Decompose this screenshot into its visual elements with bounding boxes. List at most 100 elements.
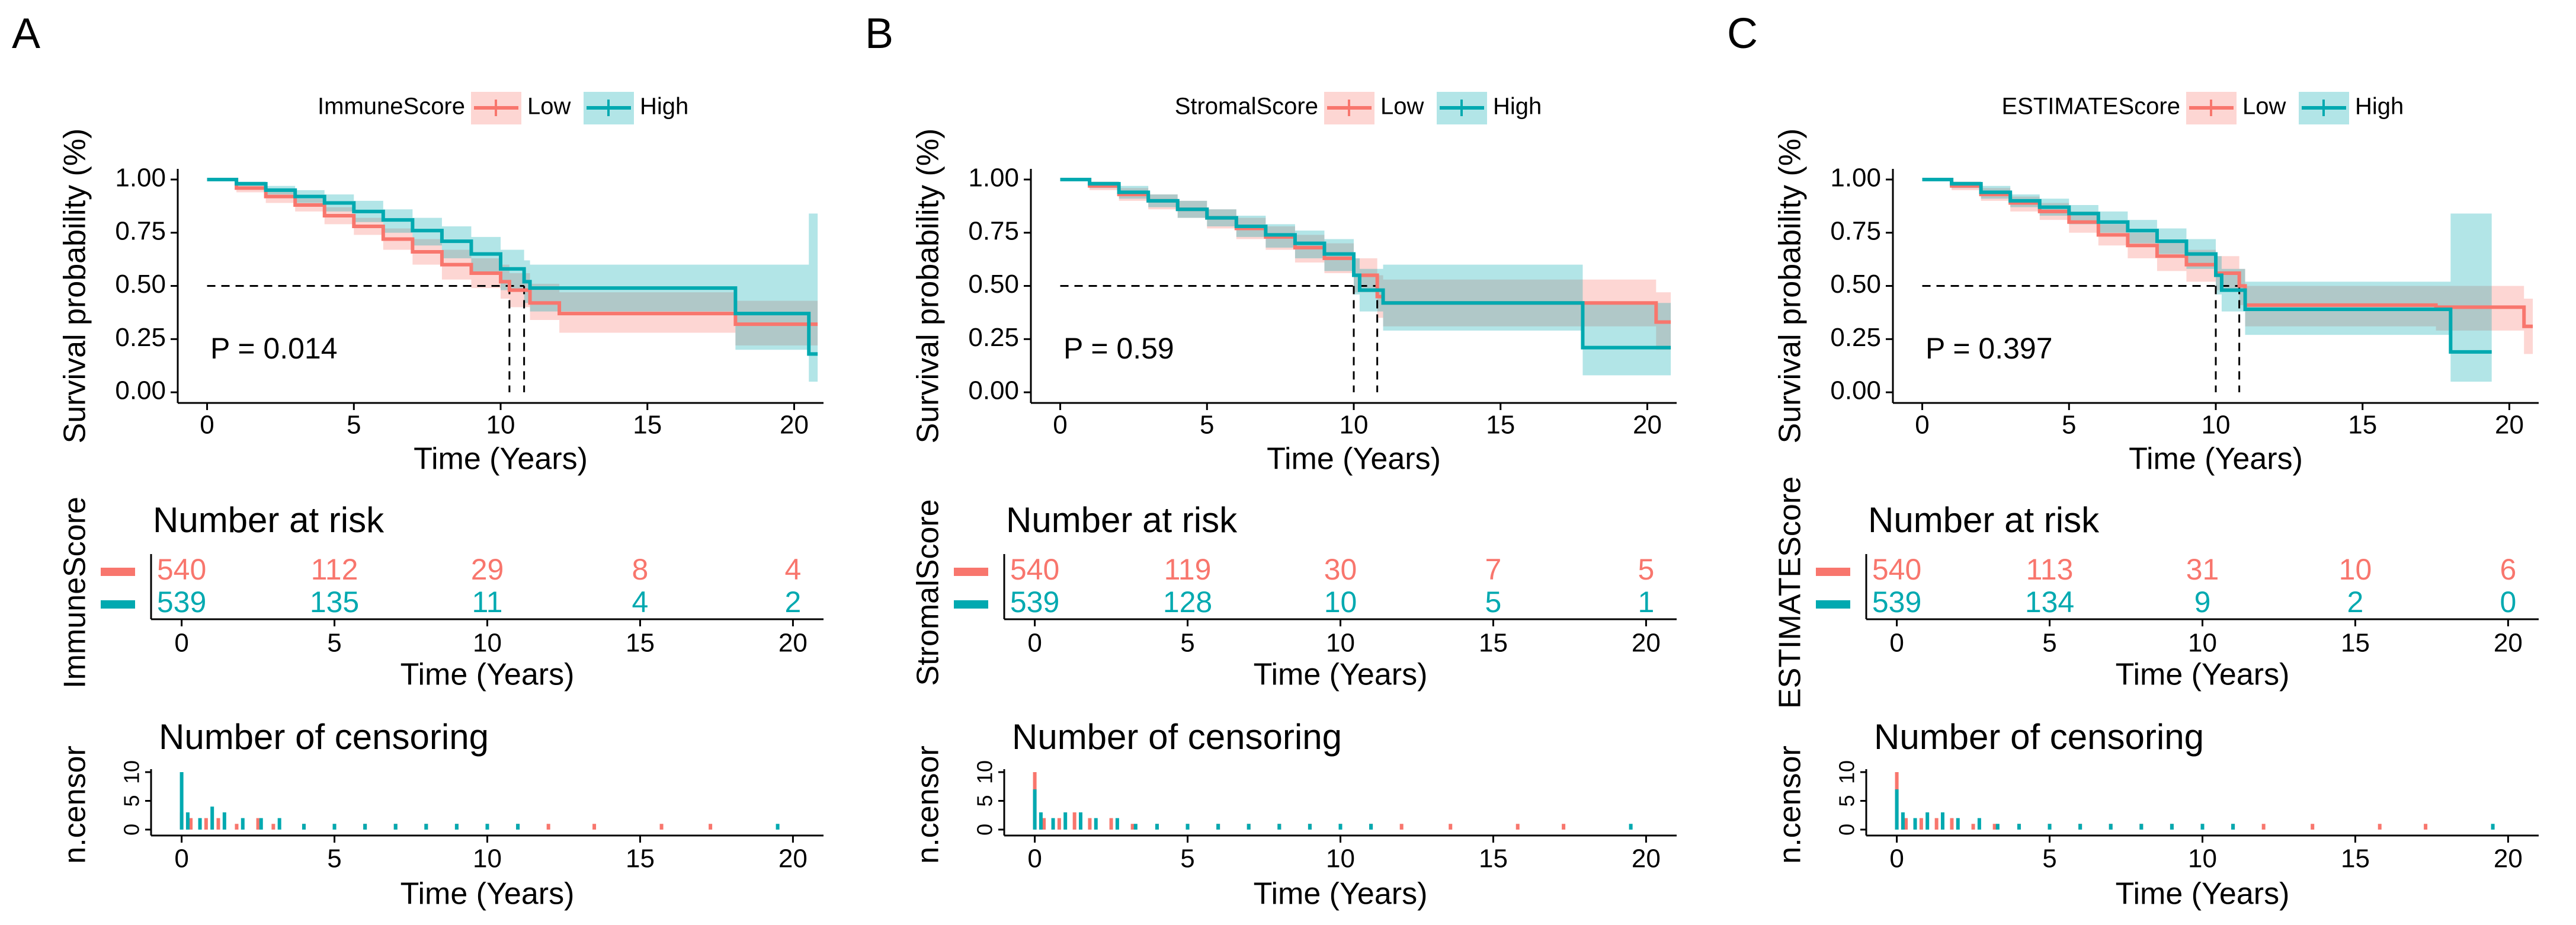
y-tick-label: 5 bbox=[1835, 795, 1859, 806]
y-tick-label: 10 bbox=[120, 760, 144, 784]
risk-table-title: Number at risk bbox=[1868, 500, 2100, 540]
legend-label: High bbox=[2355, 94, 2404, 120]
censor-bar bbox=[776, 824, 780, 830]
censor-bar bbox=[1992, 824, 1997, 830]
y-tick-label: 0.00 bbox=[1830, 376, 1881, 405]
risk-count: 6 bbox=[2500, 553, 2517, 586]
censor-bar bbox=[1186, 824, 1190, 830]
panel-label: A bbox=[12, 10, 40, 57]
censor-bar bbox=[1216, 824, 1220, 830]
risk-table-y-title: ImmuneScore bbox=[58, 497, 92, 689]
censor-bar bbox=[1130, 824, 1135, 830]
x-tick-label: 5 bbox=[1180, 844, 1194, 873]
y-tick-label: 0.25 bbox=[115, 323, 166, 352]
censor-bar bbox=[1063, 812, 1068, 830]
confidence-band bbox=[1922, 179, 2492, 382]
risk-count: 2 bbox=[2347, 585, 2364, 619]
x-tick-label: 15 bbox=[1479, 844, 1508, 873]
risk-count: 11 bbox=[472, 585, 503, 619]
censor-bar bbox=[2261, 824, 2266, 830]
y-tick-label: 0.50 bbox=[968, 270, 1019, 299]
censor-bar bbox=[709, 824, 713, 830]
censor-bar bbox=[1913, 818, 1917, 830]
risk-count: 31 bbox=[2186, 553, 2219, 586]
x-tick-label: 15 bbox=[1486, 411, 1515, 440]
censor-bar bbox=[2200, 824, 2205, 830]
y-axis-title: Survival probability (%) bbox=[58, 129, 92, 444]
risk-table-y-title: StromalScore bbox=[911, 500, 946, 686]
y-tick-label: 0.75 bbox=[115, 216, 166, 245]
x-tick-label: 20 bbox=[1633, 411, 1662, 440]
x-tick-label: 5 bbox=[327, 844, 341, 873]
risk-row-key bbox=[1816, 568, 1850, 576]
censor-bar bbox=[424, 824, 428, 830]
y-tick-label: 0.50 bbox=[1830, 270, 1881, 299]
censor-bar bbox=[1057, 818, 1061, 830]
censor-bar bbox=[2378, 824, 2382, 830]
x-tick-label: 15 bbox=[626, 844, 655, 873]
censor-bar bbox=[185, 812, 190, 830]
confidence-band bbox=[207, 179, 818, 346]
y-tick-label: 1.00 bbox=[968, 164, 1019, 193]
x-tick-label: 20 bbox=[2495, 411, 2524, 440]
censor-bar bbox=[1033, 789, 1037, 830]
x-tick-label: 0 bbox=[174, 844, 188, 873]
x-tick-label: 0 bbox=[1889, 629, 1904, 658]
censor-bar bbox=[1925, 812, 1930, 830]
panel: A ImmuneScore Low High 0.00 0.25 0.50 0.75 1.00 0… bbox=[12, 10, 824, 911]
censor-bar bbox=[1247, 824, 1251, 830]
censor-bar bbox=[454, 824, 459, 830]
censor-bar bbox=[1399, 824, 1404, 830]
risk-count: 540 bbox=[1872, 553, 1921, 586]
x-tick-label: 10 bbox=[1326, 629, 1355, 658]
censor-bar bbox=[1308, 824, 1312, 830]
risk-count: 7 bbox=[1485, 553, 1502, 586]
survival-curve bbox=[1922, 177, 2492, 354]
x-axis-title: Time (Years) bbox=[1267, 442, 1441, 476]
y-tick-label: 0.00 bbox=[968, 376, 1019, 405]
x-axis-title: Time (Years) bbox=[2129, 442, 2303, 476]
censor-bar bbox=[516, 824, 520, 830]
risk-table-title: Number at risk bbox=[1006, 500, 1238, 540]
y-tick-label: 10 bbox=[1835, 760, 1859, 784]
risk-count: 0 bbox=[2500, 585, 2517, 619]
censor-bar bbox=[1051, 818, 1055, 830]
panel: C ESTIMATEScore Low High 0.00 0.25 0.50 0.75 1.0… bbox=[1727, 10, 2539, 911]
survival-curve bbox=[1060, 177, 1671, 350]
censor-bar bbox=[1338, 824, 1343, 830]
censor-bar bbox=[256, 818, 260, 830]
censor-bar bbox=[1895, 789, 1899, 830]
risk-row-key bbox=[101, 600, 135, 609]
censor-bar bbox=[1042, 818, 1046, 830]
censor-bar bbox=[222, 812, 226, 830]
risk-count: 9 bbox=[2194, 585, 2211, 619]
y-axis-title: Survival probability (%) bbox=[911, 129, 946, 444]
risk-count: 539 bbox=[1010, 585, 1059, 619]
risk-count: 119 bbox=[1164, 553, 1212, 586]
x-tick-label: 10 bbox=[1326, 844, 1355, 873]
risk-count: 539 bbox=[1872, 585, 1921, 619]
censor-bar bbox=[1155, 824, 1159, 830]
y-tick-label: 0 bbox=[120, 824, 144, 836]
p-value: P = 0.397 bbox=[1925, 332, 2053, 365]
risk-count: 135 bbox=[310, 585, 359, 619]
censor-bar bbox=[210, 806, 214, 830]
x-tick-label: 10 bbox=[2188, 629, 2217, 658]
censor-bar bbox=[1629, 824, 1633, 830]
survival-curve bbox=[1922, 177, 2533, 328]
censor-bar bbox=[259, 818, 263, 830]
censor-bar bbox=[271, 824, 275, 830]
censor-bar bbox=[235, 824, 239, 830]
risk-row-key bbox=[1816, 600, 1850, 609]
censor-bar bbox=[277, 818, 281, 830]
x-tick-label: 20 bbox=[780, 411, 809, 440]
x-tick-label: 20 bbox=[778, 629, 808, 658]
censor-bar bbox=[2139, 824, 2144, 830]
censor-bar bbox=[1115, 818, 1119, 830]
y-tick-label: 10 bbox=[973, 760, 997, 784]
survival-curve bbox=[207, 177, 818, 356]
x-tick-label: 0 bbox=[1915, 411, 1929, 440]
censor-bar bbox=[2231, 824, 2235, 830]
x-axis-title: Time (Years) bbox=[2116, 877, 2290, 911]
